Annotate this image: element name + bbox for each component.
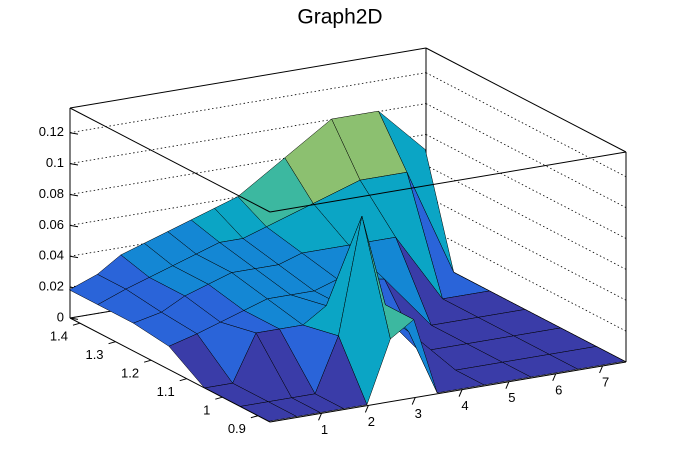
z-tick xyxy=(69,193,79,197)
grid-line xyxy=(425,72,627,178)
y-tick-label: 1.1 xyxy=(157,384,175,399)
x-tick-label: 3 xyxy=(415,406,422,421)
grid-line xyxy=(425,134,627,239)
y-axis xyxy=(69,317,271,423)
z-tick-label: 0.12 xyxy=(39,124,64,139)
z-tick xyxy=(69,163,79,166)
grid-line xyxy=(425,226,627,332)
z-tick-label: 0.06 xyxy=(39,217,64,232)
x-tick xyxy=(599,365,604,374)
x-tick xyxy=(318,413,322,421)
z-tick-label: 0.02 xyxy=(39,279,64,294)
z-tick xyxy=(69,224,79,228)
x-tick-label: 7 xyxy=(602,374,609,389)
y-tick xyxy=(108,341,116,345)
x-tick-label: 4 xyxy=(461,398,468,413)
grid-line xyxy=(69,72,427,134)
z-tick-label: 0.08 xyxy=(39,186,64,201)
box-edge xyxy=(425,47,627,153)
z-tick-label: 0.04 xyxy=(39,248,64,263)
z-tick xyxy=(69,255,79,259)
x-axis xyxy=(269,361,627,423)
x-tick-label: 1 xyxy=(321,422,328,437)
y-tick-label: 1.4 xyxy=(50,329,68,344)
y-tick-label: 1 xyxy=(203,403,210,418)
grid-line xyxy=(425,103,627,208)
box-edge xyxy=(69,107,271,213)
y-tick-label: 1.3 xyxy=(85,347,103,362)
x-tick xyxy=(505,381,510,389)
box-edge xyxy=(69,47,427,109)
z-tick-label: 0 xyxy=(57,309,64,324)
x-tick xyxy=(552,373,557,382)
grid-line xyxy=(425,164,627,270)
z-tick xyxy=(69,132,79,135)
y-tick xyxy=(144,359,152,363)
x-tick-label: 6 xyxy=(555,382,562,397)
x-tick xyxy=(411,397,416,405)
x-tick-label: 2 xyxy=(368,414,375,429)
y-tick xyxy=(215,396,223,400)
grid-line xyxy=(425,195,627,301)
y-tick xyxy=(72,322,81,326)
x-tick xyxy=(364,405,369,413)
y-tick-label: 1.2 xyxy=(121,366,139,381)
y-tick xyxy=(250,415,259,419)
y-tick-label: 0.9 xyxy=(228,421,246,436)
y-tick xyxy=(179,378,187,382)
x-tick xyxy=(458,389,463,397)
x-tick-label: 5 xyxy=(508,390,515,405)
chart-title: Graph2D xyxy=(297,6,382,29)
z-tick-label: 0.1 xyxy=(46,155,64,170)
box-edge xyxy=(269,151,627,213)
